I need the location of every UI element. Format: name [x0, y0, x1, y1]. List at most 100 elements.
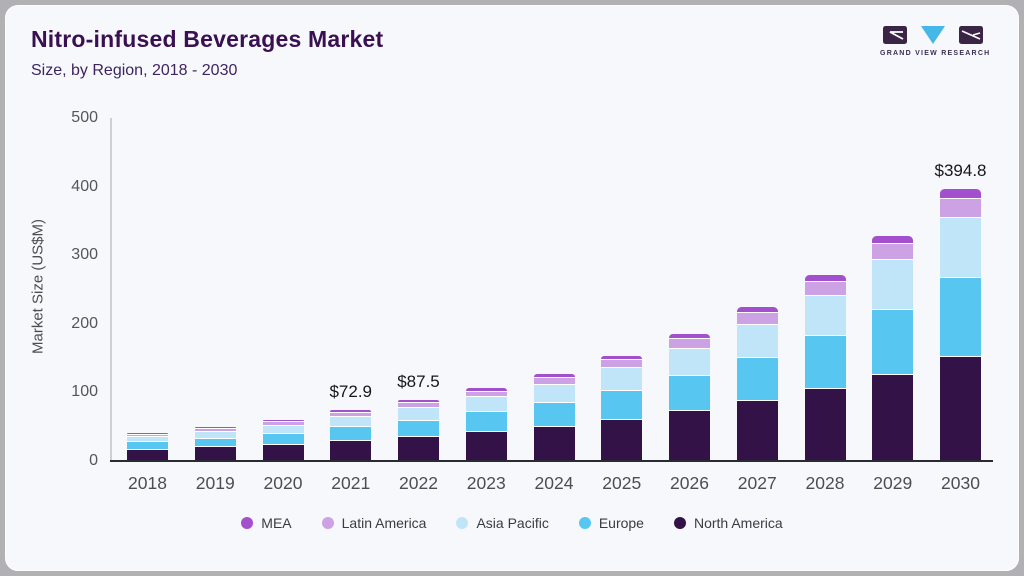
legend-item-north-america: North America [673, 515, 783, 531]
bar-2021 [330, 409, 372, 460]
bar-segment-latin-america [465, 390, 507, 397]
bar-segment-north-america [940, 355, 981, 460]
bar-2020 [262, 419, 304, 460]
bar-2024 [533, 373, 575, 460]
y-tick-label: 100 [71, 383, 98, 401]
x-tick-label: 2024 [534, 473, 574, 493]
bar-segment-latin-america [398, 402, 439, 408]
bar-segment-north-america [398, 435, 439, 460]
legend-item-mea: MEA [241, 515, 292, 531]
bar-2018 [127, 432, 168, 460]
bar-segment-asia-pacific [736, 323, 778, 357]
bar-segment-mea [262, 419, 304, 422]
gvr-logo: GRAND VIEW RESEARCH [880, 22, 991, 62]
legend-swatch-icon [456, 517, 469, 529]
x-tick-label: 2020 [263, 473, 303, 493]
x-tick-label: 2028 [805, 473, 845, 493]
bar-segment-asia-pacific [804, 294, 846, 335]
bar-value-label: $87.5 [397, 371, 440, 391]
bar-segment-north-america [127, 448, 168, 460]
bar-segment-latin-america [804, 281, 846, 295]
bar-segment-mea [872, 235, 914, 244]
y-tick-label: 400 [71, 177, 98, 195]
bar-segment-asia-pacific [940, 217, 981, 278]
y-tick-label: 200 [71, 314, 98, 332]
x-tick-label: 2022 [399, 473, 438, 493]
bar-value-label: $72.9 [329, 381, 373, 401]
bar-segment-latin-america [940, 198, 981, 218]
bar-segment-mea [127, 432, 168, 434]
bar-segment-europe [669, 374, 710, 411]
bar-segment-mea [736, 307, 778, 313]
bar-segment-latin-america [669, 338, 710, 348]
y-tick-label: 0 [89, 452, 98, 469]
bar-segment-north-america [330, 439, 372, 460]
bar-2027 [736, 307, 778, 460]
legend-swatch-icon [673, 517, 686, 529]
bar-segment-asia-pacific [669, 347, 710, 375]
bar-segment-north-america [804, 388, 846, 460]
bar-segment-latin-america [194, 427, 236, 431]
bar-segment-mea [194, 426, 236, 428]
page-title: Nitro-infused Beverages Market [31, 26, 384, 52]
bar-segment-latin-america [533, 376, 575, 384]
x-tick-label: 2025 [602, 473, 642, 493]
bar-2030 [940, 189, 981, 460]
bar-segment-europe [872, 308, 914, 374]
bar-segment-mea [465, 387, 507, 391]
legend-label: Latin America [341, 515, 427, 531]
x-tick-label: 2029 [873, 473, 913, 493]
legend-item-latin-america: Latin America [321, 515, 427, 531]
bar-segment-europe [465, 411, 507, 432]
bar-2026 [669, 333, 710, 460]
bar-segment-latin-america [330, 411, 372, 416]
bar-2029 [872, 235, 914, 460]
bar-segment-europe [804, 334, 846, 389]
bar-2028 [804, 274, 846, 460]
bar-segment-mea [669, 333, 710, 338]
bar-segment-europe [940, 277, 981, 356]
bar-segment-north-america [736, 400, 778, 460]
chart-legend: MEA Latin America Asia Pacific Europe North … [0, 515, 1024, 531]
bar-segment-latin-america [262, 421, 304, 425]
x-tick-label: 2027 [737, 473, 777, 493]
legend-label: Asia Pacific [476, 515, 549, 531]
bar-segment-mea [398, 399, 439, 403]
report-card [5, 5, 1019, 571]
bar-segment-north-america [262, 443, 304, 460]
bar-value-label: $394.8 [934, 161, 987, 181]
bar-segment-europe [398, 419, 439, 436]
x-axis-line [110, 460, 993, 462]
gvr-logo-mark [883, 26, 983, 44]
bar-segment-europe [533, 401, 575, 426]
bar-segment-mea [601, 355, 643, 360]
bar-segment-latin-america [127, 433, 168, 436]
gvr-logo-text: GRAND VIEW RESEARCH [880, 50, 991, 57]
bar-segment-north-america [669, 410, 710, 460]
legend-swatch-icon [241, 517, 254, 529]
bar-2023 [465, 387, 507, 460]
page-subtitle: Size, by Region, 2018 - 2030 [31, 62, 238, 79]
y-axis-title: Market Size (US$M) [29, 218, 47, 355]
bar-segment-mea [804, 274, 846, 282]
bar-segment-latin-america [601, 359, 643, 368]
x-tick-label: 2018 [128, 473, 167, 493]
bar-segment-north-america [194, 446, 236, 460]
bar-segment-north-america [465, 431, 507, 460]
bar-segment-latin-america [736, 312, 778, 324]
bar-segment-north-america [601, 418, 643, 460]
bar-segment-asia-pacific [465, 396, 507, 412]
bar-segment-north-america [872, 373, 914, 460]
legend-swatch-icon [321, 517, 334, 529]
x-tick-label: 2019 [195, 473, 235, 493]
bar-segment-asia-pacific [262, 424, 304, 433]
legend-label: North America [693, 515, 783, 531]
bar-segment-asia-pacific [533, 383, 575, 402]
y-axis-line [110, 118, 112, 461]
bar-2019 [194, 426, 236, 460]
bar-segment-asia-pacific [330, 416, 372, 427]
bar-segment-europe [194, 437, 236, 447]
bar-segment-latin-america [872, 243, 914, 260]
bar-segment-mea [533, 373, 575, 377]
